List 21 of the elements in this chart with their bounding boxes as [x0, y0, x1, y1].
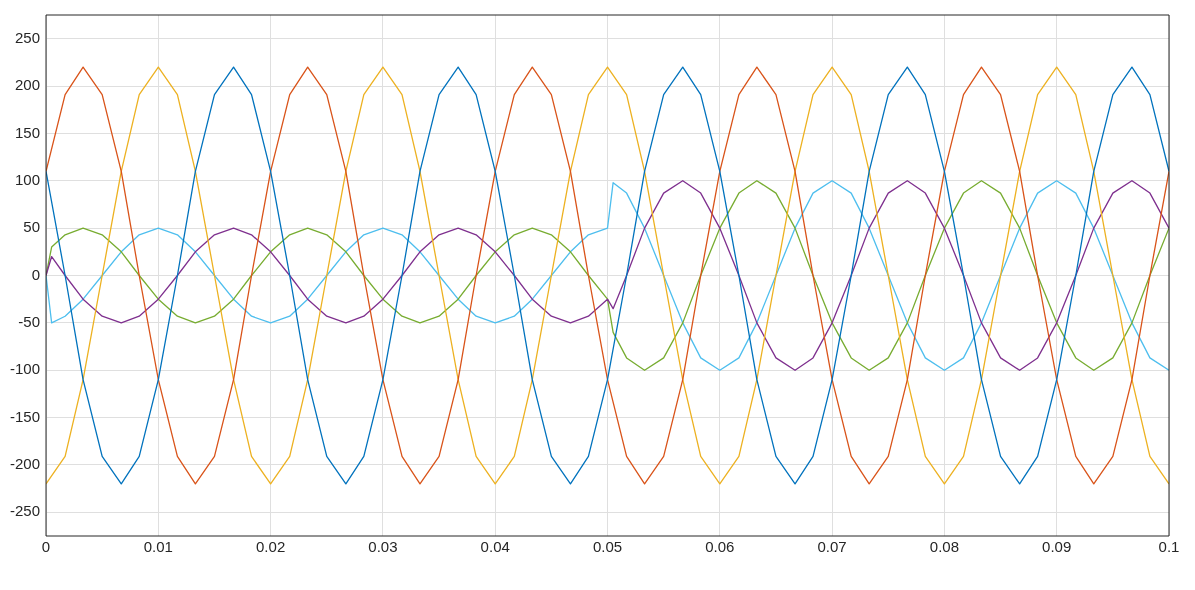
y-tick-label: 250	[14, 28, 41, 46]
y-tick-label: -250	[9, 502, 41, 520]
x-tick-label: 0.03	[368, 538, 398, 556]
y-tick-label: -100	[9, 360, 41, 378]
y-tick-label: 150	[14, 123, 41, 141]
x-tick-label: 0.04	[480, 538, 510, 556]
y-tick-label: -150	[9, 407, 41, 425]
x-tick-label: 0.02	[256, 538, 286, 556]
x-tick-label: 0.05	[592, 538, 623, 556]
x-tick-label: 0.09	[1042, 538, 1072, 556]
y-tick-label: -200	[9, 455, 41, 473]
x-tick-label: 0.01	[143, 538, 173, 556]
y-tick-label: 100	[14, 170, 41, 188]
x-tick-label: 0.1	[1158, 538, 1180, 556]
y-tick-label: 50	[23, 218, 41, 236]
y-tick-label: 200	[14, 76, 41, 94]
x-tick-label: 0.07	[817, 538, 847, 556]
y-tick-label: -50	[18, 313, 41, 330]
x-tick-label: 0.06	[705, 538, 735, 556]
y-tick-label: 0	[31, 265, 41, 283]
x-tick-label: 0.08	[929, 538, 960, 556]
